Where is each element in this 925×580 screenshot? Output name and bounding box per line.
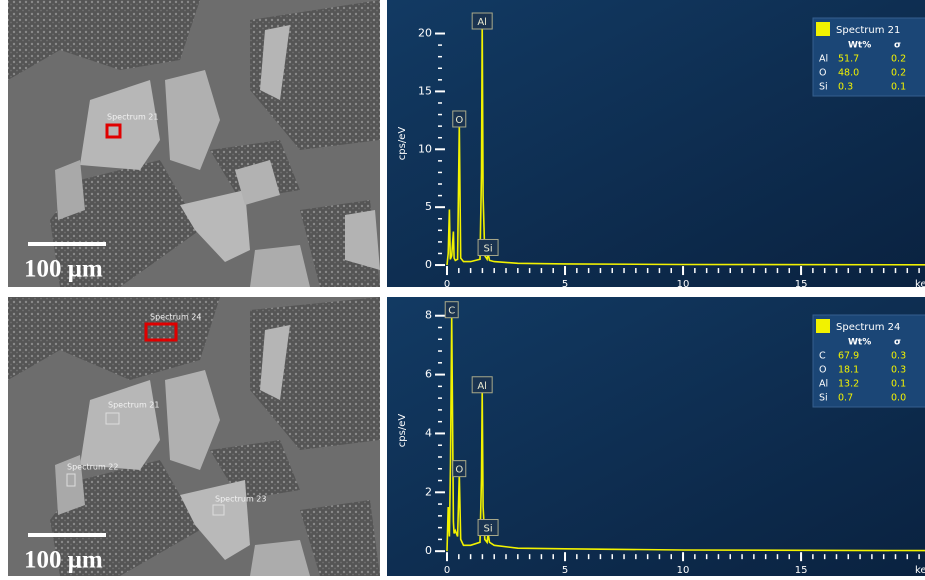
y-tick-label: 8 [425,309,432,322]
legend: Spectrum 21 Wt% σ Al 51.7 0.2 O 48.0 0.2 Si 0.3 0.1 [813,18,925,96]
x-tick-label: 5 [562,565,568,576]
y-axis-label: cps/eV [397,127,408,161]
peak-label: Si [484,243,493,254]
spectrum-marker-label: Spectrum 21 [108,401,160,410]
legend-cell: O [819,365,826,376]
x-tick-label: 10 [677,565,690,576]
legend-cell: Si [819,393,828,404]
legend-cell: C [819,351,826,362]
x-tick-label: 0 [444,565,450,576]
x-tick-label: 10 [677,279,690,290]
y-tick-label: 0 [425,544,432,557]
legend-cell: 48.0 [838,68,859,79]
legend: Spectrum 24 Wt% σ C 67.9 0.3 O 18.1 0.3 Al 13.2 0.1… [813,315,925,407]
legend-header: σ [894,338,901,348]
x-tick-label: 15 [795,565,808,576]
legend-cell: Al [819,379,828,390]
scale-bar-label: 100 μm [24,256,103,283]
legend-cell: Al [819,54,828,65]
y-tick-label: 6 [425,368,432,381]
spectrum-marker-label: Spectrum 22 [67,463,119,472]
y-tick-label: 0 [425,258,432,271]
y-tick-label: 2 [425,485,432,498]
y-axis-label: cps/eV [397,414,408,448]
legend-swatch [816,319,830,333]
page: {"images": [ {"scale_bar": "100 μm", "sp… [0,0,925,576]
legend-cell: 13.2 [838,379,859,390]
legend-header: Wt% [848,338,871,348]
scale-bar-label: 100 μm [24,547,103,574]
legend-cell: 18.1 [838,365,859,376]
peak-label: Al [477,381,487,392]
y-tick-label: 5 [425,200,432,213]
peak-label: O [455,465,463,476]
spectrum-chart: 0 5 10 15 20 0 5 10 15 keV cps/eV O Al Si Spectrum 21 W… [387,0,925,290]
peak-label: O [455,115,463,126]
legend-swatch [816,22,830,36]
y-tick-label: 20 [418,27,432,40]
sem-image: Spectrum 21 100 μm [8,0,380,287]
x-tick-label: 15 [795,279,808,290]
legend-cell: Si [819,82,828,93]
y-tick-label: 4 [425,426,432,439]
legend-cell: 0.3 [891,351,906,362]
legend-cell: O [819,68,826,79]
legend-title: Spectrum 24 [836,322,900,333]
legend-cell: 0.7 [838,393,853,404]
x-tick-label: 0 [444,279,450,290]
x-axis-label: keV [915,279,925,290]
spectrum-marker-label: Spectrum 24 [150,313,202,322]
legend-cell: 0.3 [891,365,906,376]
legend-cell: 0.3 [838,82,853,93]
x-tick-label: 5 [562,279,568,290]
peak-label: C [448,306,455,317]
legend-cell: 0.1 [891,379,906,390]
y-tick-label: 10 [418,142,432,155]
y-tick-label: 15 [418,84,432,97]
sem-image: Spectrum 24 Spectrum 21 Spectrum 22 Spec… [8,297,380,576]
legend-cell: 0.2 [891,68,906,79]
legend-cell: 0.0 [891,393,906,404]
legend-header: σ [894,41,901,51]
spectrum-marker-label: Spectrum 21 [107,113,159,122]
peak-label: Si [484,524,493,535]
legend-header: Wt% [848,41,871,51]
spectrum-marker-label: Spectrum 23 [215,495,267,504]
figure: Spectrum 21 100 μm Spectrum 24 Spectrum … [0,0,925,576]
x-axis-label: keV [915,565,925,576]
legend-cell: 0.1 [891,82,906,93]
legend-cell: 51.7 [838,54,859,65]
legend-title: Spectrum 21 [836,25,900,36]
legend-cell: 67.9 [838,351,859,362]
peak-label: Al [477,17,487,28]
legend-cell: 0.2 [891,54,906,65]
